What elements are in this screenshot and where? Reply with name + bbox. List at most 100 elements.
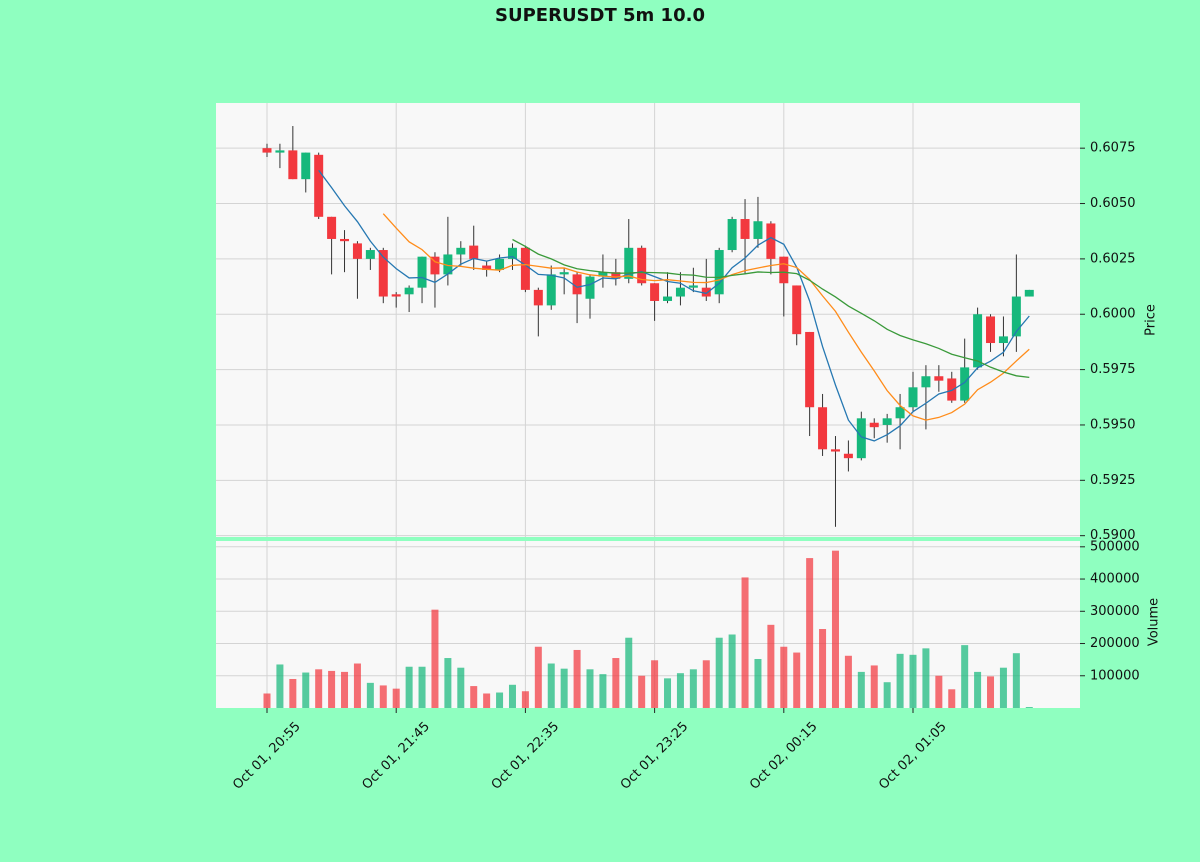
candle-body [611, 272, 621, 279]
volume-bar [664, 678, 672, 708]
moving-average-line [512, 238, 1030, 378]
candle-body [533, 289, 543, 306]
volume-bar [418, 666, 426, 708]
volume-bar [612, 658, 620, 708]
volume-bar [948, 689, 956, 708]
volume-bar [508, 684, 516, 708]
volume-bar [276, 664, 284, 708]
y-tick-label: 0.5900 [1090, 528, 1136, 543]
volume-bar [328, 670, 336, 708]
candle-body [947, 378, 957, 401]
volume-bar [676, 673, 684, 708]
volume-bar [870, 665, 878, 708]
candle-body [391, 294, 401, 297]
volume-bar [547, 663, 555, 708]
volume-bar [754, 658, 762, 708]
volume-bar [935, 675, 943, 708]
volume-tick-label: 500000 [1090, 539, 1140, 554]
volume-bar [806, 558, 814, 708]
y-tick-label: 0.5925 [1090, 473, 1136, 488]
volume-bar [857, 671, 865, 708]
volume-bar [715, 637, 723, 708]
y-tick-label: 0.6075 [1090, 141, 1136, 156]
candle-body [650, 283, 660, 301]
candle-body [637, 247, 647, 284]
candle-body [559, 272, 569, 275]
candle-body [314, 154, 324, 217]
candle-body [792, 285, 802, 335]
volume-bar [599, 674, 607, 708]
volume-bar [431, 609, 439, 708]
volume-bar [689, 669, 697, 708]
candle-body [495, 258, 505, 270]
moving-average-line [382, 213, 1030, 421]
x-tick-label: Oct 02, 01:05 [876, 719, 949, 792]
candle-body [921, 376, 931, 388]
candle-body [430, 256, 440, 275]
volume-bar [457, 667, 465, 708]
candle-body [701, 287, 711, 297]
volume-bar [844, 655, 852, 708]
candle-body [352, 243, 362, 259]
candle-body [288, 150, 298, 180]
candle-body [365, 250, 375, 259]
candle-body [908, 387, 918, 408]
volume-bar [534, 646, 542, 708]
candle-body [598, 272, 608, 277]
candle-body [753, 221, 763, 239]
candle-body [675, 287, 685, 297]
candle-body [805, 331, 815, 408]
candle-body [960, 367, 970, 401]
y-tick-label: 0.5975 [1090, 362, 1136, 377]
candle-body [973, 314, 983, 368]
volume-bar [987, 676, 995, 708]
candle-body [714, 250, 724, 295]
price-panel [216, 103, 1080, 537]
volume-bar [586, 669, 594, 708]
volume-bar [1025, 707, 1033, 708]
candle-body [378, 250, 388, 297]
volume-bar [302, 672, 310, 708]
candle-body [262, 148, 272, 153]
candle-body [895, 407, 905, 419]
candle-body [585, 276, 595, 299]
candle-body [740, 219, 750, 239]
y-tick-label: 0.5950 [1090, 417, 1136, 432]
volume-bar [573, 649, 581, 708]
volume-tick-label: 200000 [1090, 636, 1140, 651]
candle-body [830, 449, 840, 452]
candle-body [882, 418, 892, 425]
candle-body [546, 274, 556, 306]
y-axis-label: Price [1144, 304, 1159, 336]
volume-bar [353, 663, 361, 708]
volume-bar [1012, 653, 1020, 708]
candle-body [624, 247, 634, 279]
candle-body [520, 247, 530, 290]
y-tick-label: 0.6050 [1090, 196, 1136, 211]
volume-bar [909, 654, 917, 708]
volume-bar [483, 693, 491, 708]
volume-bar [392, 688, 400, 708]
candle-body [663, 296, 673, 301]
volume-bar [741, 577, 749, 708]
candle-body [779, 256, 789, 284]
volume-tick-label: 400000 [1090, 572, 1140, 587]
volume-bar [780, 646, 788, 708]
candle-body [766, 223, 776, 259]
volume-bar [883, 682, 891, 708]
candle-body [727, 219, 737, 251]
y-tick-label: 0.6025 [1090, 251, 1136, 266]
volume-axis-label: Volume [1147, 598, 1162, 646]
candle-body [1024, 289, 1034, 297]
volume-bar [922, 648, 930, 708]
y-tick-label: 0.6000 [1090, 307, 1136, 322]
volume-bar [470, 686, 478, 708]
candle-body [507, 247, 517, 259]
volume-bar [638, 675, 646, 708]
volume-bar [521, 691, 529, 708]
volume-bar [651, 660, 659, 708]
candle-body [843, 453, 853, 459]
volume-bar [896, 653, 904, 708]
volume-bar [728, 634, 736, 708]
volume-bar [444, 658, 452, 708]
